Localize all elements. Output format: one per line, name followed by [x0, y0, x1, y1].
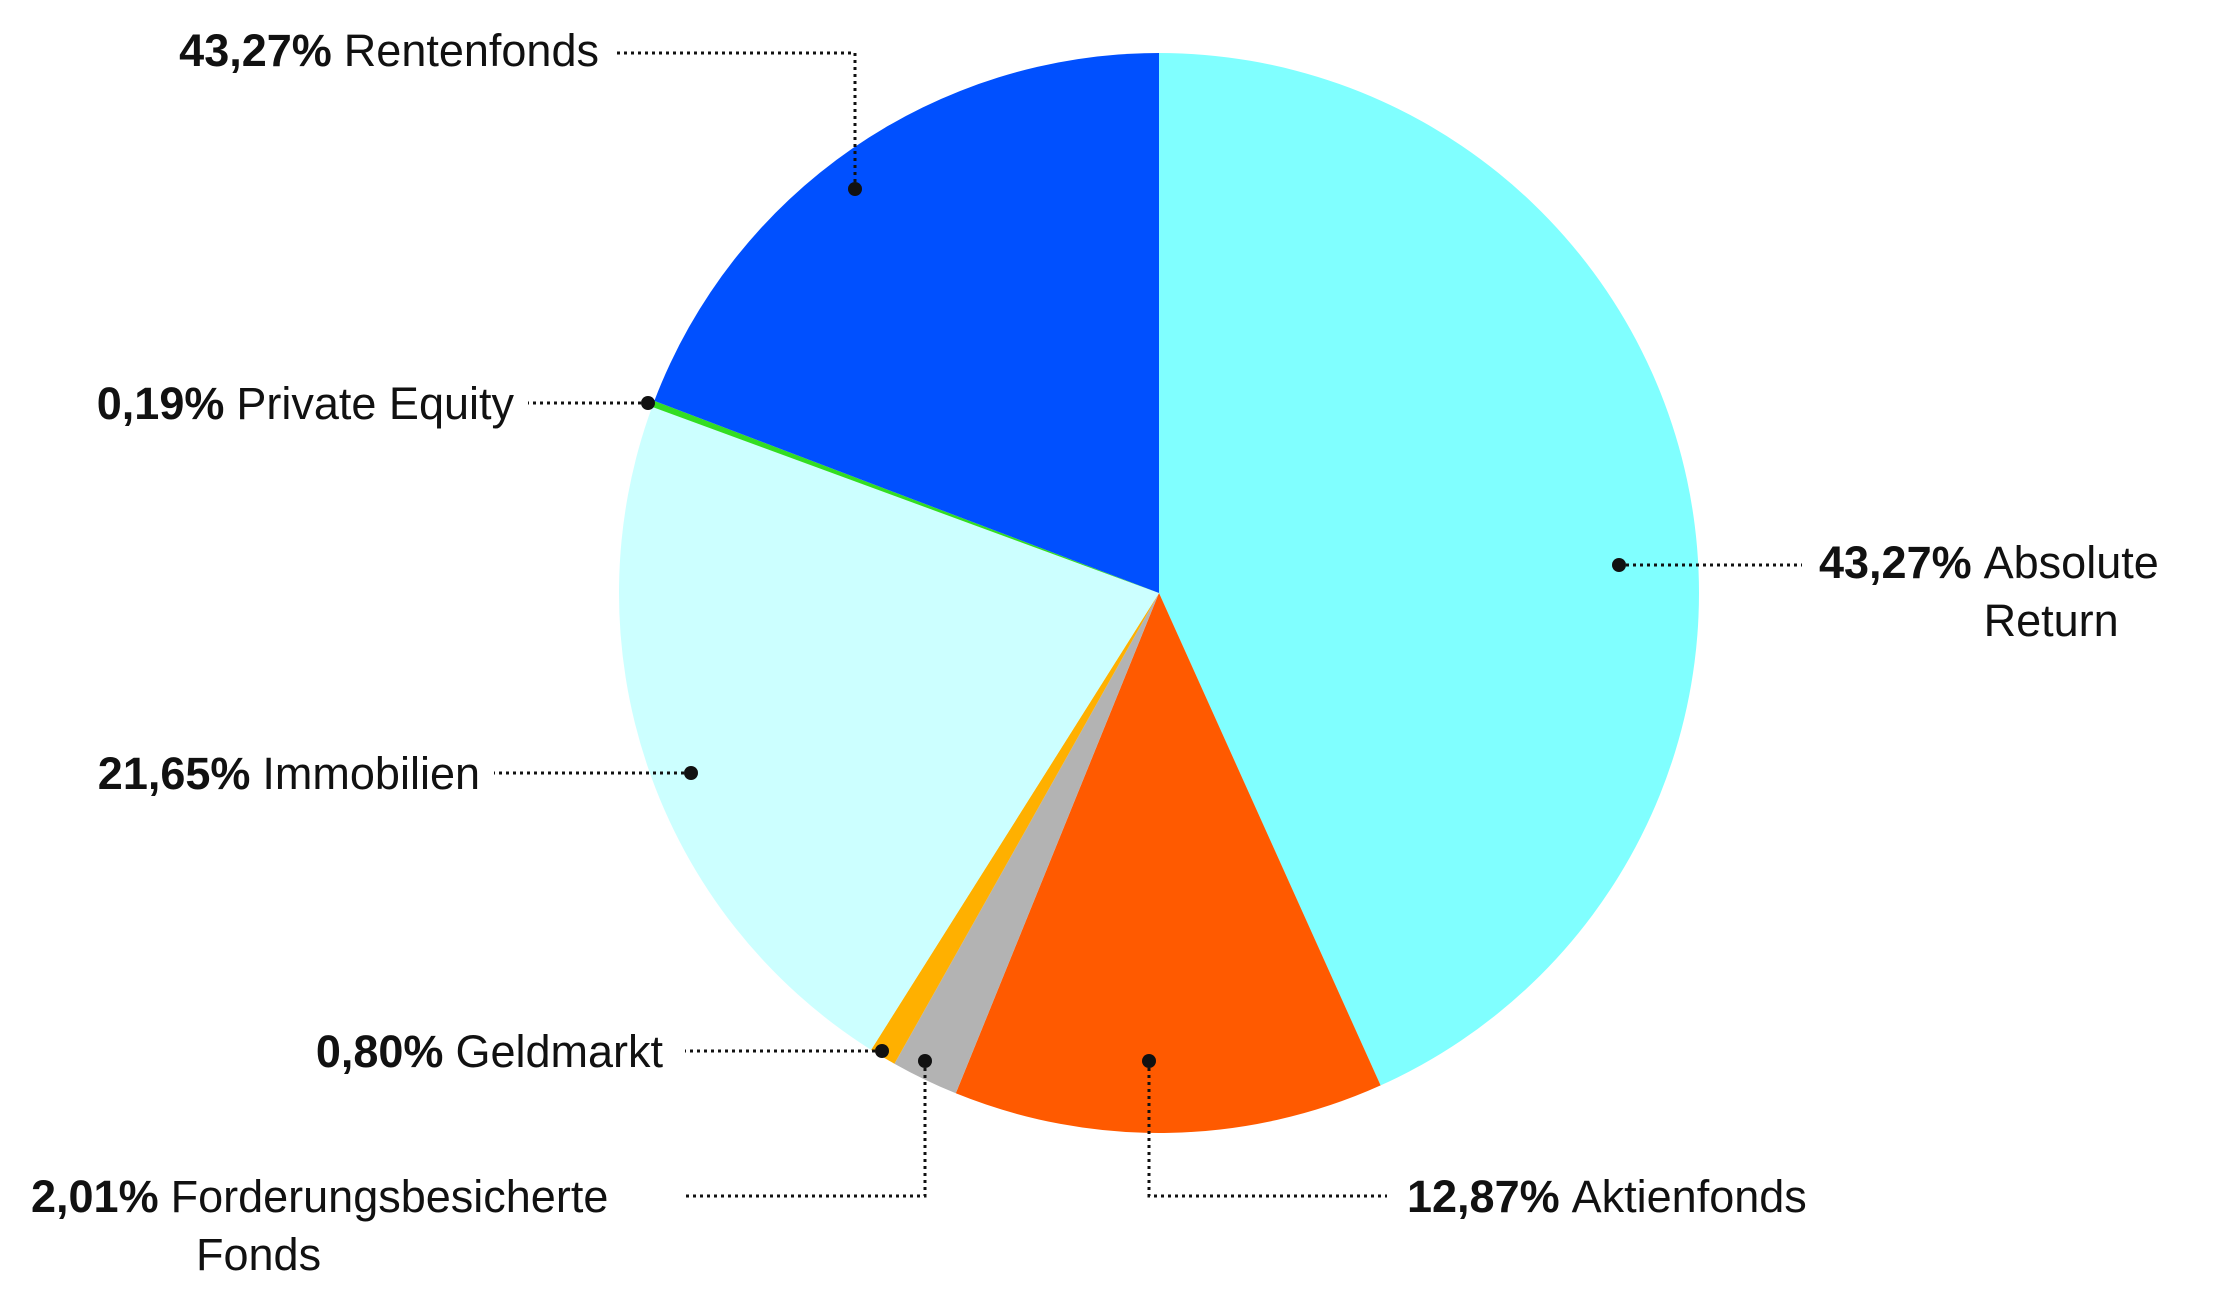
data-label-rentenfonds: 43,27% Rentenfonds: [179, 25, 599, 76]
data-label-line2-forderungsbesicherte-fonds: Fonds: [196, 1229, 321, 1280]
data-label-aktienfonds: 12,87% Aktienfonds: [1407, 1171, 1807, 1222]
pie-slice-geldmarkt: [871, 593, 1159, 1064]
pie-slice-absolute-return: [1159, 53, 1700, 1086]
pie-slice-rentenfonds: [654, 53, 1159, 593]
labels: 43,27% Absolute Return 12,87% Aktienfonds 2,0…: [31, 25, 2159, 1280]
leader-dot-private-equity: [641, 396, 655, 410]
slices: [618, 53, 1700, 1134]
pie-slice-private-equity: [652, 400, 1159, 593]
leader-dot-absolute-return: [1612, 558, 1626, 572]
leader-dot-rentenfonds: [848, 182, 862, 196]
data-label-line2-absolute-return: Return: [1984, 595, 2119, 646]
data-label-geldmarkt: 0,80% Geldmarkt: [316, 1026, 664, 1077]
leader-dot-forderungsbesicherte-fonds: [918, 1054, 932, 1068]
pie-slice-forderungsbesicherte-fonds: [894, 593, 1159, 1094]
data-label-immobilien: 21,65% Immobilien: [98, 748, 480, 799]
leader-line-aktienfonds: [1147, 1061, 1387, 1198]
leader-line-forderungsbesicherte-fonds: [685, 1061, 927, 1198]
leader-dot-aktienfonds: [1142, 1054, 1156, 1068]
data-label-private-equity: 0,19% Private Equity: [97, 378, 515, 429]
data-label-forderungsbesicherte-fonds: 2,01% Forderungsbesicherte: [31, 1171, 608, 1222]
data-label-absolute-return: 43,27% Absolute: [1819, 537, 2159, 588]
leader-line-rentenfonds: [617, 51, 857, 189]
pie-slice-immobilien: [618, 406, 1159, 1050]
leader-dot-geldmarkt: [875, 1044, 889, 1058]
pie-slice-aktienfonds: [955, 593, 1381, 1134]
leader-dot-immobilien: [684, 766, 698, 780]
